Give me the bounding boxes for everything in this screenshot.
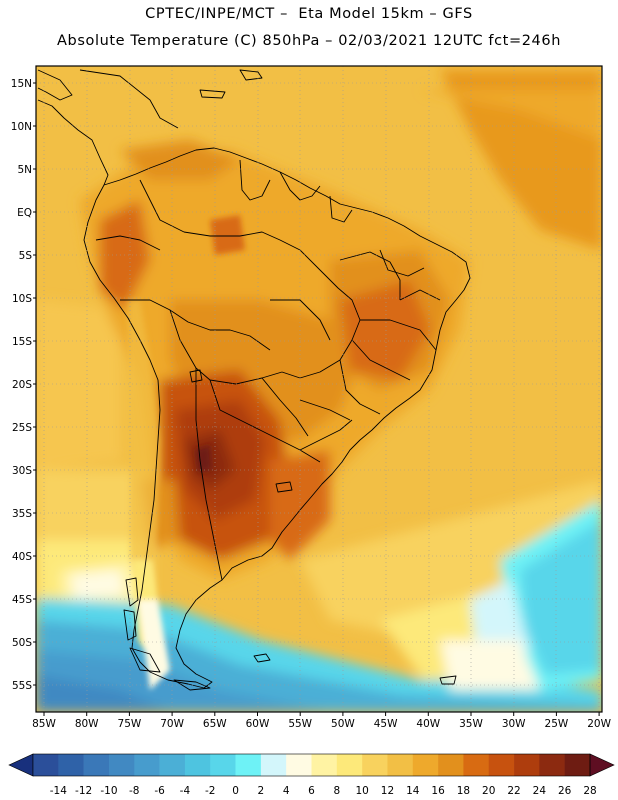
lat-tick-label: 45S bbox=[12, 594, 32, 606]
colorbar-swatch bbox=[564, 754, 591, 776]
colorbar-max-arrow bbox=[589, 753, 615, 777]
lon-tick-label: 80W bbox=[75, 718, 99, 730]
lat-tick-label: 5S bbox=[19, 250, 33, 262]
colorbar-swatch bbox=[412, 754, 439, 776]
lon-tick-label: 35W bbox=[459, 718, 483, 730]
colorbar-swatch bbox=[108, 754, 135, 776]
colorbar-tick-label: 12 bbox=[381, 785, 394, 797]
chart-subtitle: Absolute Temperature (C) 850hPa – 02/03/… bbox=[57, 33, 561, 49]
lat-tick-label: 35S bbox=[12, 508, 32, 520]
colorbar-tick-label: 4 bbox=[283, 785, 290, 797]
lon-tick-label: 65W bbox=[203, 718, 227, 730]
colorbar-swatch bbox=[159, 754, 186, 776]
colorbar-min-arrow bbox=[8, 753, 34, 777]
lon-tick-label: 40W bbox=[416, 718, 440, 730]
colorbar-swatch bbox=[286, 754, 312, 776]
colorbar-tick-label: 2 bbox=[258, 785, 265, 797]
colorbar-swatch bbox=[58, 754, 84, 776]
colorbar-tick-label: 8 bbox=[333, 785, 340, 797]
colorbar-tick-label: 24 bbox=[533, 785, 547, 797]
lat-tick-label: 25S bbox=[12, 422, 32, 434]
colorbar-tick-label: 28 bbox=[583, 785, 596, 797]
lat-tick-label: 15S bbox=[12, 336, 32, 348]
lon-tick-label: 70W bbox=[160, 718, 184, 730]
colorbar-swatch bbox=[33, 754, 59, 776]
colorbar-tick-label: 20 bbox=[482, 785, 495, 797]
colorbar-tick-label: -10 bbox=[100, 785, 117, 797]
lon-tick-label: 50W bbox=[331, 718, 355, 730]
colorbar-swatch bbox=[235, 754, 262, 776]
lon-tick-label: 45W bbox=[374, 718, 398, 730]
lat-tick-label: 55S bbox=[12, 680, 32, 692]
colorbar-swatch bbox=[463, 754, 490, 776]
colorbar-tick-label: -8 bbox=[129, 785, 139, 797]
lon-tick-label: 30W bbox=[502, 718, 526, 730]
colorbar-tick-label: -4 bbox=[180, 785, 191, 797]
colorbar-tick-label: 16 bbox=[431, 785, 445, 797]
colorbar-tick-label: 0 bbox=[232, 785, 239, 797]
lon-tick-label: 75W bbox=[118, 718, 142, 730]
lon-tick-label: 60W bbox=[246, 718, 270, 730]
colorbar-swatch bbox=[184, 754, 211, 776]
colorbar-tick-label: 6 bbox=[308, 785, 315, 797]
colorbar-swatch bbox=[438, 754, 464, 776]
colorbar-swatch bbox=[134, 754, 160, 776]
colorbar-tick-label: -12 bbox=[75, 785, 92, 797]
colorbar-tick-label: 22 bbox=[507, 785, 520, 797]
colorbar-tick-label: -6 bbox=[154, 785, 165, 797]
colorbar-swatch bbox=[539, 754, 565, 776]
lat-tick-label: 15N bbox=[11, 78, 32, 90]
lon-tick-label: 20W bbox=[587, 718, 611, 730]
colorbar-swatch bbox=[514, 754, 540, 776]
chart-title: CPTEC/INPE/MCT – Eta Model 15km – GFS bbox=[145, 6, 473, 22]
map-frame bbox=[35, 65, 603, 713]
lon-tick-label: 25W bbox=[545, 718, 569, 730]
temperature-field bbox=[36, 66, 602, 712]
lat-tick-label: 50S bbox=[12, 637, 32, 649]
coastlines bbox=[37, 69, 471, 691]
colorbar-tick-label: 18 bbox=[457, 785, 470, 797]
colorbar-tick-label: 10 bbox=[355, 785, 368, 797]
colorbar-swatch bbox=[311, 754, 338, 776]
colorbar-swatch bbox=[210, 754, 236, 776]
colorbar-swatch bbox=[488, 754, 515, 776]
lon-tick-label: 85W bbox=[32, 718, 56, 730]
lat-tick-label: EQ bbox=[17, 207, 32, 219]
colorbar-swatch bbox=[362, 754, 388, 776]
lat-tick-label: 10S bbox=[12, 293, 32, 305]
colorbar bbox=[8, 753, 615, 777]
colorbar-swatch bbox=[387, 754, 414, 776]
colorbar-tick-label: 26 bbox=[558, 785, 572, 797]
colorbar-tick-label: 14 bbox=[406, 785, 420, 797]
latitude-axis: 15N 10N 5N EQ 5S 10S 15S 20S 25S 30S 35S 40S 45S 50S 5… bbox=[11, 78, 36, 692]
colorbar-swatch bbox=[83, 754, 110, 776]
colorbar-frame bbox=[32, 753, 591, 777]
longitude-axis: 85W 80W 75W 70W 65W 60W 55W 50W 45W 40W 35W 30W 25W 2… bbox=[32, 712, 612, 730]
lon-tick-label: 55W bbox=[288, 718, 312, 730]
colorbar-tick-label: -2 bbox=[205, 785, 215, 797]
lat-tick-label: 5N bbox=[17, 164, 32, 176]
colorbar-tick-label: -14 bbox=[50, 785, 67, 797]
lat-tick-label: 40S bbox=[12, 551, 32, 563]
colorbar-swatch bbox=[336, 754, 363, 776]
lat-tick-label: 30S bbox=[12, 465, 32, 477]
colorbar-swatch bbox=[260, 754, 287, 776]
colorbar-labels: -14 -12 -10 -8 -6 -4 -2 0 2 4 6 8 10 12 14 16 18 20 22 24 26… bbox=[50, 785, 597, 797]
lat-tick-label: 20S bbox=[12, 379, 32, 391]
lat-tick-label: 10N bbox=[11, 121, 32, 133]
